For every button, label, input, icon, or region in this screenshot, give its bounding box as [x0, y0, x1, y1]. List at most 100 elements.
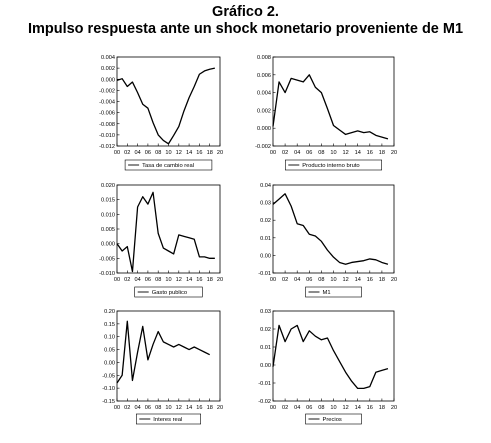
y-tick-label: 0.004	[257, 91, 271, 97]
x-tick-label: 12	[342, 405, 348, 411]
y-tick-label: 0.015	[101, 198, 115, 204]
y-tick-label: 0.20	[104, 309, 115, 315]
y-tick-label: 0.03	[260, 201, 271, 207]
x-tick-label: 00	[114, 405, 120, 411]
y-tick-label: 0.000	[101, 77, 115, 83]
x-tick-label: 16	[196, 150, 202, 156]
x-tick-label: 18	[379, 405, 385, 411]
x-tick-label: 04	[294, 150, 300, 156]
legend-label: Gasto publico	[152, 290, 187, 296]
x-tick-label: 16	[367, 405, 373, 411]
x-tick-label: 08	[318, 277, 324, 283]
y-tick-label: -0.10	[102, 386, 115, 392]
x-tick-label: 10	[330, 277, 336, 283]
x-tick-label: 12	[342, 150, 348, 156]
legend-label: Producto interno bruto	[302, 163, 359, 169]
x-tick-label: 20	[217, 405, 223, 411]
legend: Interes real	[136, 413, 202, 425]
y-tick-label: 0.00	[260, 363, 271, 369]
y-tick-label: 0.005	[101, 227, 115, 233]
x-tick-label: 06	[145, 150, 151, 156]
y-tick-label: 0.15	[104, 322, 115, 328]
x-tick-label: 08	[155, 277, 161, 283]
x-tick-label: 04	[294, 405, 300, 411]
series-line	[272, 193, 389, 265]
x-tick-label: 00	[114, 277, 120, 283]
y-tick-label: -0.006	[99, 111, 115, 117]
x-tick-label: 12	[176, 277, 182, 283]
series-line	[116, 320, 210, 384]
y-tick-label: 0.10	[104, 335, 115, 341]
y-tick-label: -0.05	[102, 373, 115, 379]
x-tick-label: 04	[134, 150, 140, 156]
x-tick-label: 04	[294, 277, 300, 283]
legend-label: Tasa de cambio real	[142, 163, 194, 169]
legend: Tasa de cambio real	[124, 159, 213, 171]
y-tick-label: -0.01	[258, 271, 271, 277]
x-tick-label: 10	[165, 277, 171, 283]
x-tick-label: 20	[391, 150, 397, 156]
y-tick-label: 0.02	[260, 327, 271, 333]
x-tick-label: 16	[367, 277, 373, 283]
y-tick-label: 0.03	[260, 309, 271, 315]
series-line	[272, 324, 389, 390]
x-tick-label: 18	[379, 150, 385, 156]
y-tick-label: -0.008	[99, 122, 115, 128]
legend: M1	[305, 286, 362, 298]
y-tick-label: -0.005	[99, 256, 115, 262]
series-line	[272, 74, 389, 140]
x-tick-label: 14	[355, 277, 361, 283]
legend-box	[284, 159, 382, 171]
x-tick-label: 02	[124, 150, 130, 156]
x-tick-label: 20	[217, 277, 223, 283]
x-tick-label: 06	[306, 405, 312, 411]
x-tick-label: 14	[355, 405, 361, 411]
x-tick-label: 02	[124, 277, 130, 283]
figure-subtitle: Impulso respuesta ante un shock monetari…	[27, 21, 464, 37]
y-tick-label: 0.004	[101, 55, 115, 61]
legend: Gasto publico	[134, 286, 203, 298]
x-tick-label: 14	[186, 277, 192, 283]
figure-title: Gráfico 2.	[212, 4, 279, 20]
x-tick-label: 02	[282, 277, 288, 283]
y-tick-label: 0.01	[260, 236, 271, 242]
x-tick-label: 18	[207, 277, 213, 283]
y-tick-label: 0.000	[257, 126, 271, 132]
x-tick-label: 12	[176, 150, 182, 156]
x-tick-label: 14	[186, 405, 192, 411]
y-tick-label: 0.00	[104, 360, 115, 366]
y-tick-label: 0.010	[101, 212, 115, 218]
x-tick-label: 06	[145, 277, 151, 283]
legend-label: Precios	[323, 417, 342, 423]
x-tick-label: 20	[391, 405, 397, 411]
plot-frame	[272, 310, 395, 402]
x-tick-label: 02	[282, 405, 288, 411]
x-tick-label: 08	[155, 405, 161, 411]
chart-panel-1: 0.004 0.002 0.000 -0.002 -0.004 -0.006 -0.008 -…	[99, 55, 223, 171]
y-tick-label: -0.004	[99, 100, 115, 106]
x-tick-label: 06	[145, 405, 151, 411]
x-tick-label: 04	[134, 405, 140, 411]
x-tick-label: 18	[207, 150, 213, 156]
x-tick-label: 14	[355, 150, 361, 156]
x-tick-label: 10	[330, 405, 336, 411]
x-tick-label: 04	[134, 277, 140, 283]
x-tick-label: 02	[124, 405, 130, 411]
y-tick-label: 0.000	[101, 242, 115, 248]
x-tick-label: 12	[176, 405, 182, 411]
x-tick-label: 00	[270, 277, 276, 283]
x-tick-label: 00	[114, 150, 120, 156]
x-tick-label: 08	[318, 150, 324, 156]
x-tick-label: 06	[306, 277, 312, 283]
y-tick-label: 0.002	[101, 66, 115, 72]
x-tick-label: 10	[165, 405, 171, 411]
y-tick-label: 0.02	[260, 218, 271, 224]
x-tick-label: 06	[306, 150, 312, 156]
x-tick-label: 16	[196, 277, 202, 283]
y-tick-label: -0.012	[99, 144, 115, 150]
y-tick-label: -0.002	[255, 144, 271, 150]
